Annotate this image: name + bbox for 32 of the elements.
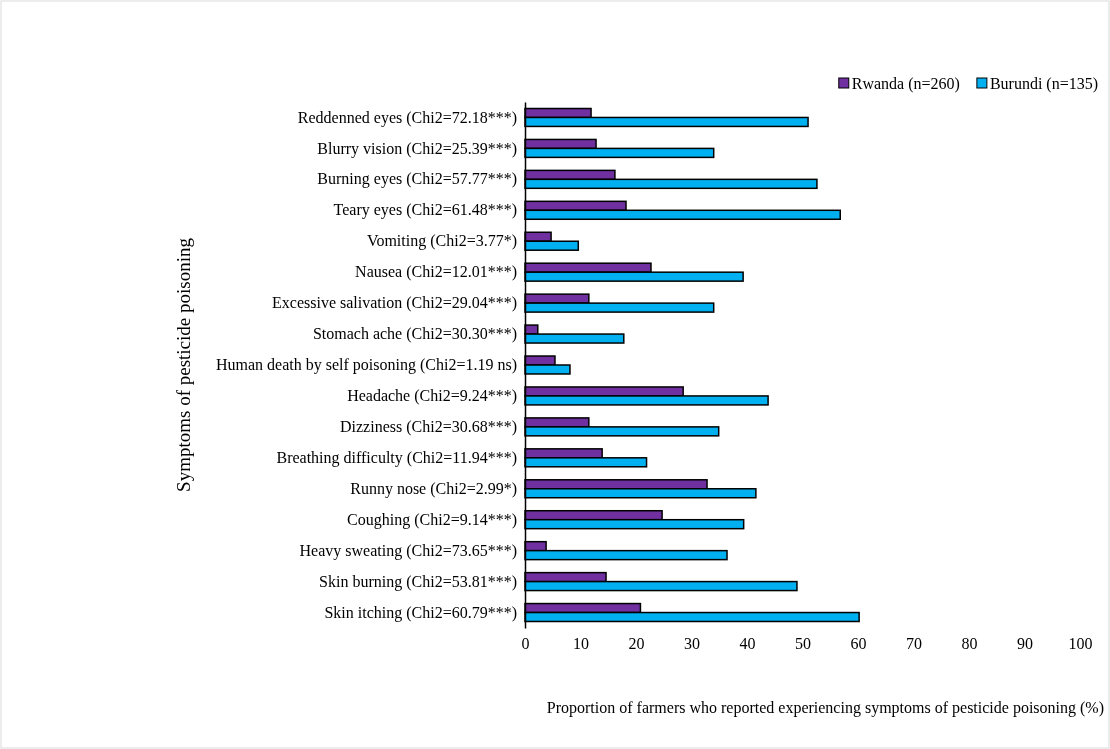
x-tick-label: 20 — [628, 635, 645, 653]
x-tick-label: 100 — [1068, 635, 1093, 653]
y-tick-label: Runny nose (Chi2=2.99*) — [350, 479, 517, 498]
x-tick-label: 70 — [906, 635, 922, 653]
x-tick-label: 50 — [795, 635, 811, 653]
y-tick-label: Skin burning (Chi2=53.81***) — [319, 572, 517, 591]
y-axis-title: Symptoms of pesticide poisoning — [173, 237, 194, 492]
x-tick-label: 30 — [684, 635, 700, 653]
y-tick-label: Vomiting (Chi2=3.77*) — [366, 232, 517, 251]
x-tick-label: 0 — [521, 635, 530, 653]
y-tick-label: Skin itching (Chi2=60.79***) — [324, 603, 517, 622]
y-tick-label: Burning eyes (Chi2=57.77***) — [317, 170, 517, 189]
y-tick-label: Teary eyes (Chi2=61.48***) — [333, 201, 517, 220]
y-tick-label: Nausea (Chi2=12.01***) — [355, 263, 517, 282]
y-tick-label: Reddenned eyes (Chi2=72.18***) — [297, 108, 517, 127]
legend-label: Rwanda (n=260) — [851, 75, 960, 93]
x-tick-label: 60 — [850, 635, 867, 653]
x-tick-label: 90 — [1017, 635, 1033, 653]
x-tick-label: 10 — [573, 635, 589, 653]
y-tick-label: Headache (Chi2=9.24***) — [347, 387, 517, 406]
legend-label: Burundi (n=135) — [989, 75, 1098, 93]
x-tick-label: 80 — [961, 635, 978, 653]
y-tick-label: Breathing difficulty (Chi2=11.94***) — [276, 448, 517, 467]
y-tick-label: Blurry vision (Chi2=25.39***) — [317, 139, 517, 158]
y-tick-label: Stomach ache (Chi2=30.30***) — [312, 325, 517, 344]
y-tick-label: Heavy sweating (Chi2=73.65***) — [299, 541, 517, 560]
y-tick-label: Human death by self poisoning (Chi2=1.19 ns) — [216, 356, 517, 375]
x-axis-title: Proportion of farmers who reported experiencing symptoms of pesticide poisoning (%) — [546, 699, 1104, 717]
y-tick-label: Coughing (Chi2=9.14***) — [347, 510, 517, 529]
y-tick-label: Dizziness (Chi2=30.68***) — [340, 418, 517, 436]
y-tick-label: Excessive salivation (Chi2=29.04***) — [272, 294, 517, 313]
x-tick-label: 40 — [739, 635, 756, 653]
